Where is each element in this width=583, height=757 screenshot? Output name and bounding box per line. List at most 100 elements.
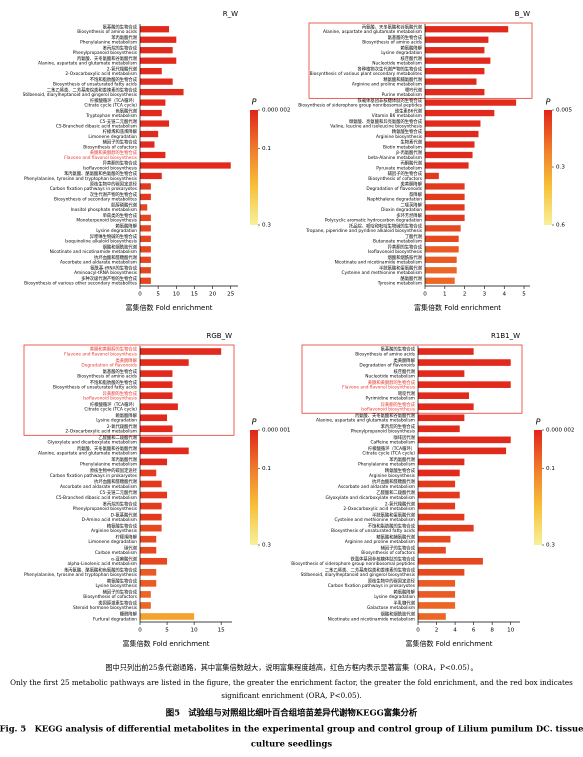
bar xyxy=(418,557,483,565)
category-label-zh: 乙醛酸和二羧酸代谢 xyxy=(98,434,137,441)
bar xyxy=(140,569,157,576)
bar xyxy=(140,602,151,609)
category-label-zh: 柠檬烯降解 xyxy=(116,533,138,540)
bar xyxy=(140,557,168,565)
bar xyxy=(425,68,485,75)
category-label: Degradation of flavonoids xyxy=(81,362,137,368)
bar xyxy=(140,348,222,355)
category-label: Arginine biosynthesis xyxy=(376,134,423,140)
bar xyxy=(140,120,170,127)
category-label: Lysine degradation xyxy=(381,50,422,56)
bar xyxy=(140,204,148,211)
bar xyxy=(140,214,151,222)
category-label: Polycyclic aromatic hydrocarbon degradat… xyxy=(325,218,422,224)
bar xyxy=(425,162,469,169)
bar xyxy=(425,26,509,33)
category-label-zh: 2-氧代羧酸代谢 xyxy=(107,65,138,72)
bar xyxy=(140,109,162,117)
category-label-zh: 氨基酸的生物合成 xyxy=(388,34,423,41)
bar xyxy=(140,502,162,510)
x-tick-label: 0 xyxy=(138,628,142,634)
category-label: Degradation of flavonoids xyxy=(366,186,422,192)
category-label: Naphthalene degradation xyxy=(367,197,422,203)
category-label: Steroid hormone biosynthesis xyxy=(73,605,138,611)
category-label: Citrate cycle (TCA cycle) xyxy=(362,451,415,457)
category-label: Isoflavonoid biosynthesis xyxy=(83,395,138,401)
category-label: Dioxin degradation xyxy=(381,207,422,213)
category-label-zh: 精氨酸生物合成 xyxy=(385,467,416,474)
colorbar-tick-label: 0.000 001 xyxy=(262,428,291,434)
category-label: Isoflavonoid biosynthesis xyxy=(83,165,138,171)
category-label: Purine metabolism xyxy=(382,92,422,98)
bar xyxy=(140,99,166,106)
figure-title-en: culture seedlings xyxy=(251,739,333,749)
category-label: Inositol phosphate metabolism xyxy=(71,207,137,213)
category-label: Vitamin B6 metabolism xyxy=(372,113,422,119)
bar xyxy=(140,359,189,366)
category-label-zh: 黄酮和黄酮醇的生物合成 xyxy=(90,346,138,353)
bar xyxy=(418,535,451,543)
category-label: Pyrimidine metabolism xyxy=(366,395,415,401)
bar xyxy=(140,447,189,455)
category-label: Biosynthesis of unsaturated fatty acids xyxy=(53,81,138,87)
category-label: Nicotinate and nicotinamide metabolism xyxy=(50,249,137,255)
category-label-zh: 苯丙氨酸代谢 xyxy=(111,456,137,463)
bar xyxy=(140,370,173,377)
x-tick-label: 3 xyxy=(483,292,487,298)
x-tick-label: 0 xyxy=(416,628,420,634)
category-label-zh: 苯丙氨酸、酪氨酸和色氨酸的生物合成 xyxy=(64,170,138,177)
bar xyxy=(418,447,507,455)
figure-title-zh: 图5 试验组与对照组比细叶百合组培苗差异代谢物KEGG富集分析 xyxy=(166,708,418,718)
bar xyxy=(418,546,446,554)
colorbar-tick-label: 0.3 xyxy=(546,543,555,549)
category-label-zh: 氨基酸的生物合成 xyxy=(103,368,138,375)
category-label: Biosynthesis of siderophore group nonrib… xyxy=(298,102,423,108)
category-label: Carbon fixation pathways in prokaryotes xyxy=(50,473,138,479)
category-label-zh: 丁酸代谢 xyxy=(405,233,423,240)
category-label: Monoterpenoid biosynthesis xyxy=(76,218,137,224)
bar xyxy=(418,524,474,532)
category-label-zh: 赖氨酸降解 xyxy=(394,589,416,596)
bar xyxy=(140,591,151,598)
bar xyxy=(140,26,170,33)
category-label: 2-Oxocarboxylic acid metabolism xyxy=(65,71,137,77)
bar xyxy=(140,68,162,75)
x-tick-label: 25 xyxy=(227,292,235,298)
category-label: C5-Branched dibasic acid metabolism xyxy=(56,495,137,501)
category-label: Ascorbate and aldarate metabolism xyxy=(60,484,137,490)
bar xyxy=(425,256,457,263)
category-label-zh: 异黄酮的生物合成 xyxy=(103,390,138,397)
category-label: Carbon metabolism xyxy=(95,550,137,556)
x-tick-label: 0 xyxy=(138,292,142,298)
bar xyxy=(140,480,162,488)
category-label: Phenylpropanoid biosynthesis xyxy=(351,429,416,435)
category-label-zh: 多环芳烃降解 xyxy=(396,212,422,219)
category-label-zh: 苯丙氨酸代谢 xyxy=(389,456,415,463)
category-label-zh: 不饱和脂肪酸的生物合成 xyxy=(90,379,138,386)
colorbar-tick-label: 0.1 xyxy=(262,466,271,472)
category-label-zh: 原核生物中的碳固定途径 xyxy=(368,578,416,585)
caption-zh: 图中只列出前25条代谢通路，其中富集倍数越大，说明富集程度越高，红色方框内表示显… xyxy=(105,663,477,672)
category-label: 2-Oxocarboxylic acid metabolism xyxy=(343,506,415,512)
category-label-zh: 咖啡因代谢 xyxy=(394,434,416,441)
bar xyxy=(418,392,469,399)
category-label-zh: 铁载体基团非核糖体肽的生物合成 xyxy=(351,555,416,562)
category-label-zh: 糠醛降解 xyxy=(120,611,138,618)
category-label-zh: 抗坏血酸和醛糖酸代谢 xyxy=(372,478,416,485)
category-label-zh: 半胱氨酸和蛋氨酸代谢 xyxy=(379,264,423,271)
category-label: Tropane, piperidine and pyridine alkaloi… xyxy=(305,228,423,234)
category-label-zh: 原核生物中的碳固定途径 xyxy=(90,467,138,474)
caption-en: Only the first 25 metabolic pathways are… xyxy=(10,678,573,687)
colorbar-title: P xyxy=(252,418,257,427)
bar xyxy=(425,120,481,127)
category-label-zh: 抗坏血酸和醛糖酸代谢 xyxy=(94,254,138,261)
category-label: Phenylalanine metabolism xyxy=(80,462,137,468)
category-label: Flavone and flavonol biosynthesis xyxy=(64,155,138,161)
category-label: Biosynthesis of amino acids xyxy=(355,351,416,357)
bar xyxy=(140,381,173,388)
bar xyxy=(140,78,173,85)
x-axis-title: 富集倍数 Fold enrichment xyxy=(125,303,212,312)
colorbar-tick-label: 0.000 002 xyxy=(262,108,290,114)
category-label-zh: 烟酸和烟酰胺代谢 xyxy=(388,254,423,261)
significance-box xyxy=(308,22,533,99)
